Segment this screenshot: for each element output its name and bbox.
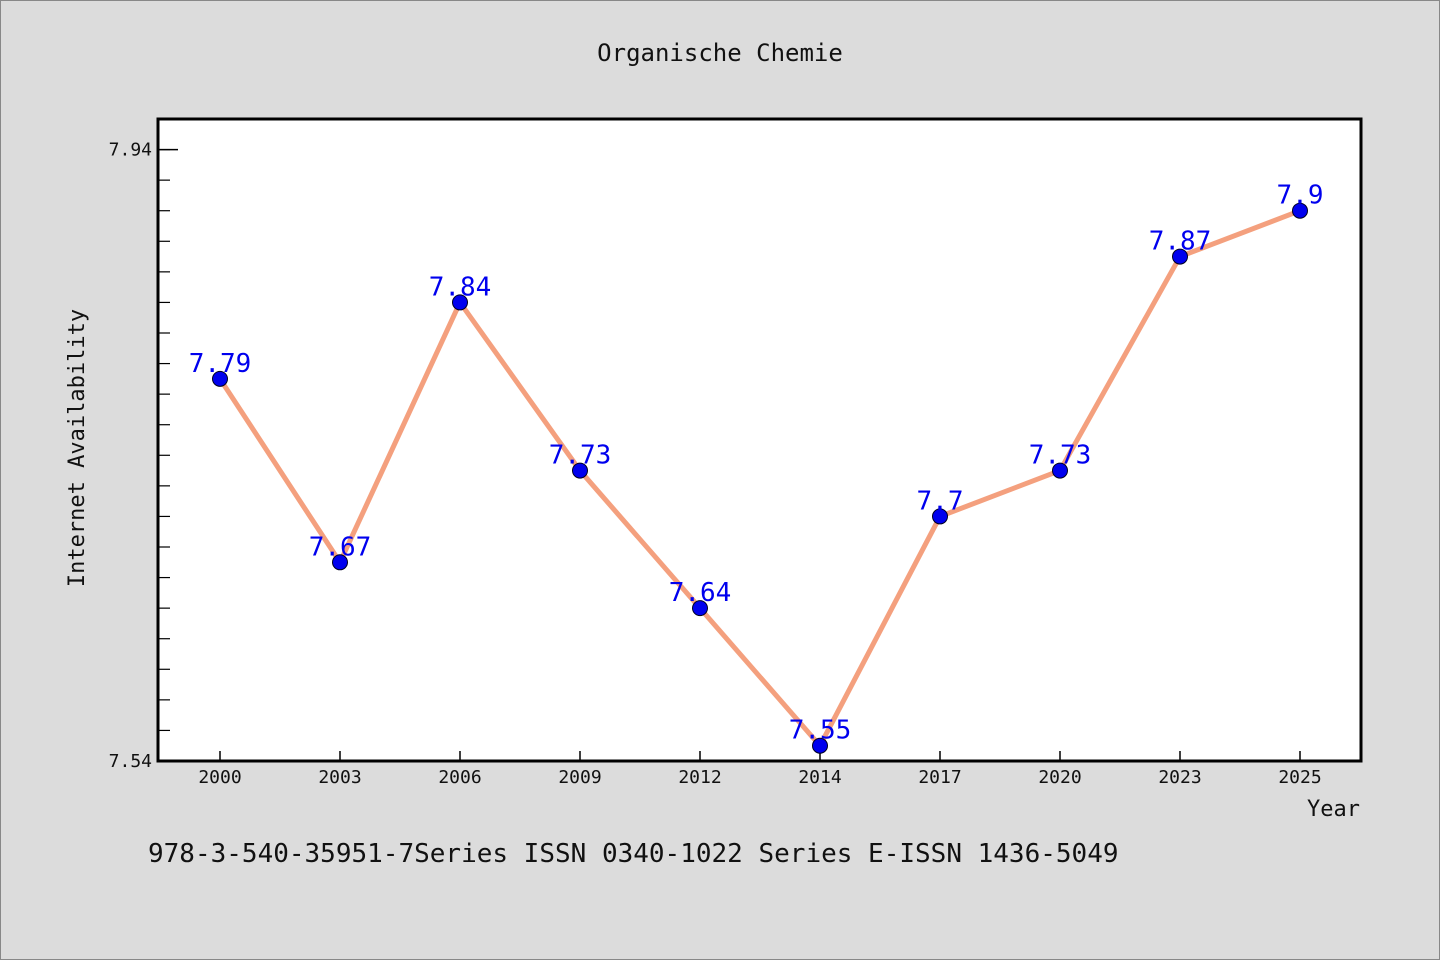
data-label: 7.73 [549,441,612,471]
footer-text: 978-3-540-35951-7Series ISSN 0340-1022 S… [148,839,1119,869]
series-line [217,208,1303,749]
y-tick-label: 7.94 [109,140,152,161]
x-tick-label: 2014 [798,767,841,788]
x-ticks: 2000 2003 2006 2009 2012 2014 2017 2020 2023 2025 [198,751,1322,788]
data-label: 7.84 [429,272,492,302]
x-tick-label: 2017 [918,767,961,788]
data-point [212,370,228,387]
data-label: 7.7 [917,486,964,516]
x-axis-label: Year [1307,797,1360,822]
chart-title: Organische Chemie [597,39,843,67]
y-tick-label: 7.54 [109,751,152,772]
data-point [1172,248,1188,265]
data-point [452,294,468,311]
data-label: 7.79 [189,349,252,379]
data-label: 7.73 [1029,441,1092,471]
data-point [332,554,348,571]
x-tick-label: 2012 [678,767,721,788]
data-label: 7.87 [1149,227,1212,257]
x-tick-label: 2000 [198,767,241,788]
x-tick-label: 2003 [318,767,361,788]
data-labels: 7.79 7.67 7.84 7.73 7.64 7.55 7.7 7.73 7.87 7.9 [189,181,1324,746]
x-tick-label: 2025 [1278,767,1321,788]
data-point [1292,202,1308,219]
series-markers [212,202,1308,754]
y-ticks: 7.94 7.54 [109,140,178,772]
data-point [812,737,828,754]
data-point [572,462,588,479]
y-axis-label: Internet Availability [65,309,90,587]
data-label: 7.55 [789,716,852,746]
data-point [692,600,708,617]
data-label: 7.67 [309,532,372,562]
x-tick-label: 2006 [438,767,481,788]
data-point [1052,462,1068,479]
x-tick-label: 2023 [1158,767,1201,788]
plot-area [156,117,1363,763]
y-minor-ticks [158,148,170,732]
data-label: 7.64 [669,578,732,608]
x-tick-label: 2020 [1038,767,1081,788]
data-label: 7.9 [1277,181,1324,211]
x-tick-label: 2009 [558,767,601,788]
data-point [932,508,948,525]
